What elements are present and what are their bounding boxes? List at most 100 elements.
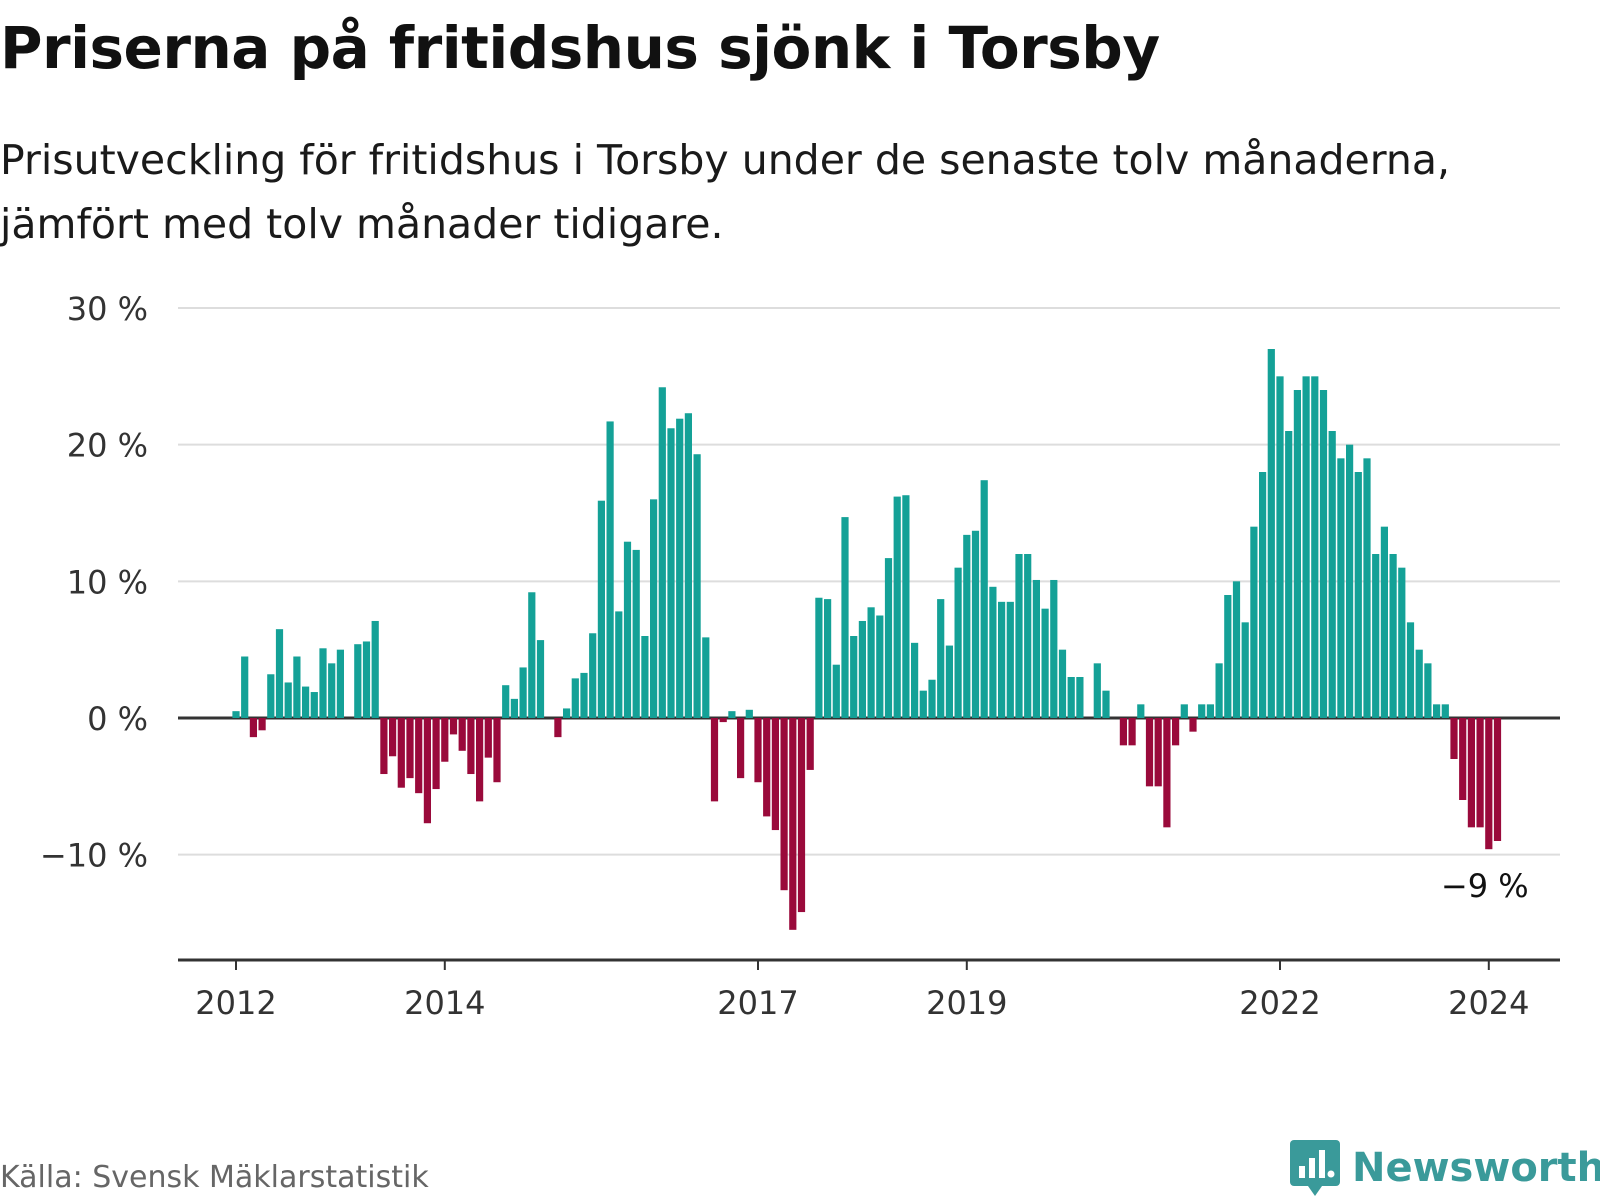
bar [963,534,971,718]
bar [1493,718,1502,841]
bar [1137,704,1145,718]
bar [1145,718,1154,787]
bar [650,499,658,718]
bar [232,711,240,718]
bar [658,387,666,718]
bar [476,718,484,802]
bar [1015,554,1023,718]
bar [1450,718,1458,759]
bar [850,636,858,718]
bar [1467,718,1475,828]
bar [1250,526,1258,718]
bar [1232,581,1241,718]
bar [380,718,388,775]
bar [580,672,588,718]
bar [397,718,405,788]
bar [615,611,623,718]
bar [458,718,466,751]
bar [1337,458,1345,718]
bar [536,640,545,718]
x-tick-label: 2019 [926,984,1007,1022]
bar [1380,526,1388,718]
bar [676,418,684,718]
annotation: −9 % [1438,864,1532,908]
bar [832,664,840,718]
chart-title: Priserna på fritidshus sjönk i Torsby [0,14,1160,82]
bar [502,685,510,718]
bar [423,718,431,824]
bar [1415,649,1423,718]
bar [1398,567,1406,718]
bar [1311,376,1319,718]
bar [1198,704,1206,718]
bar [1215,663,1223,718]
bar [1285,431,1293,718]
bar [449,718,458,735]
bar [867,607,875,718]
x-tick-label: 2012 [195,984,276,1022]
newsworthy-logo-icon [1290,1140,1340,1196]
bar [1354,472,1362,718]
bar [954,567,962,718]
bar [1067,677,1075,718]
bar [902,495,910,718]
y-tick-label: 10 % [67,563,148,601]
bar [893,496,901,718]
bar [519,667,527,718]
bar [267,674,275,718]
bar [945,645,953,718]
bar [1180,704,1188,718]
bar [432,718,440,790]
bar [1189,718,1197,732]
bar [302,686,310,718]
x-tick-label: 2014 [404,984,485,1022]
bar [1276,376,1284,718]
bar [980,480,988,718]
bar [554,718,562,738]
bar [484,718,492,758]
bar [876,615,884,718]
bar [1293,390,1301,718]
bar [1267,349,1275,718]
chart-subtitle: Prisutveckling för fritidshus i Torsby u… [0,136,1451,248]
bar [824,599,832,718]
bar [1319,390,1328,718]
x-tick-label: 2024 [1448,984,1529,1022]
bar [1259,472,1267,718]
bar [684,413,692,718]
bar [1024,554,1032,718]
bar [763,718,771,817]
bar [1241,622,1249,718]
bar [310,692,318,718]
bar [1424,663,1432,718]
bar [1302,376,1310,718]
y-tick-label: 0 % [87,700,148,738]
y-tick-label: 30 % [67,290,148,328]
bar [293,656,301,718]
bar [841,517,849,718]
bar [815,597,823,718]
axes [178,958,1560,970]
y-tick-label: 20 % [67,427,148,465]
bar [258,718,266,731]
bar [641,636,649,718]
bar [1102,690,1110,718]
bar [797,718,806,913]
bar [362,641,371,718]
bar [780,718,788,891]
x-tick-label: 2022 [1239,984,1320,1022]
bar [710,718,719,802]
bar [1476,718,1484,828]
bar [928,679,936,718]
bar [728,711,736,718]
bar [389,718,397,757]
bar [754,718,762,783]
bar [1363,458,1371,718]
bar [441,718,449,762]
bars [232,349,1502,930]
bar [241,656,249,718]
bar [336,649,344,718]
bar [937,599,945,718]
bar [415,718,423,794]
